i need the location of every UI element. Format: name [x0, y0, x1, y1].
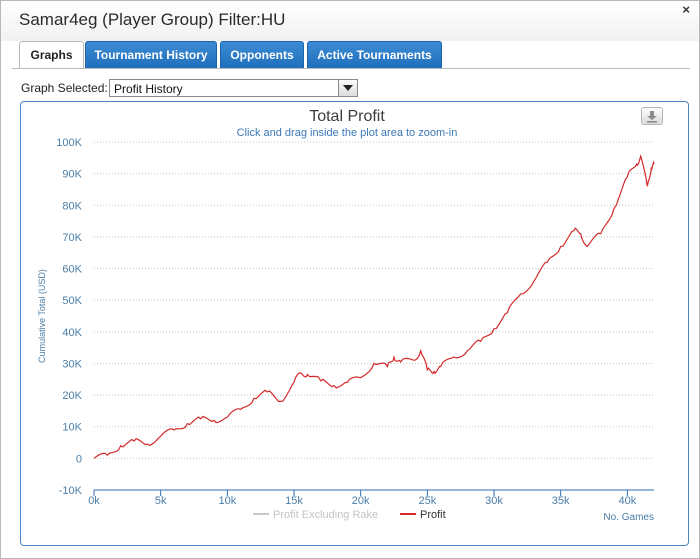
graph-selected-label: Graph Selected: — [21, 81, 108, 95]
window-title: Samar4eg (Player Group) Filter:HU — [19, 10, 286, 29]
tab-opponents[interactable]: Opponents — [220, 41, 304, 68]
download-icon[interactable] — [641, 107, 663, 125]
chart-panel — [20, 101, 689, 546]
title-bar: Samar4eg (Player Group) Filter:HU × — [1, 1, 699, 41]
tab-tournament-history[interactable]: Tournament History — [85, 41, 217, 68]
graph-select-value: Profit History — [114, 82, 183, 96]
chevron-down-icon[interactable] — [338, 80, 357, 96]
close-icon[interactable]: × — [682, 2, 690, 17]
tab-divider — [12, 68, 690, 69]
graph-select[interactable]: Profit History — [109, 79, 358, 97]
tab-active-tournaments[interactable]: Active Tournaments — [307, 41, 442, 68]
tab-graphs[interactable]: Graphs — [19, 41, 84, 69]
